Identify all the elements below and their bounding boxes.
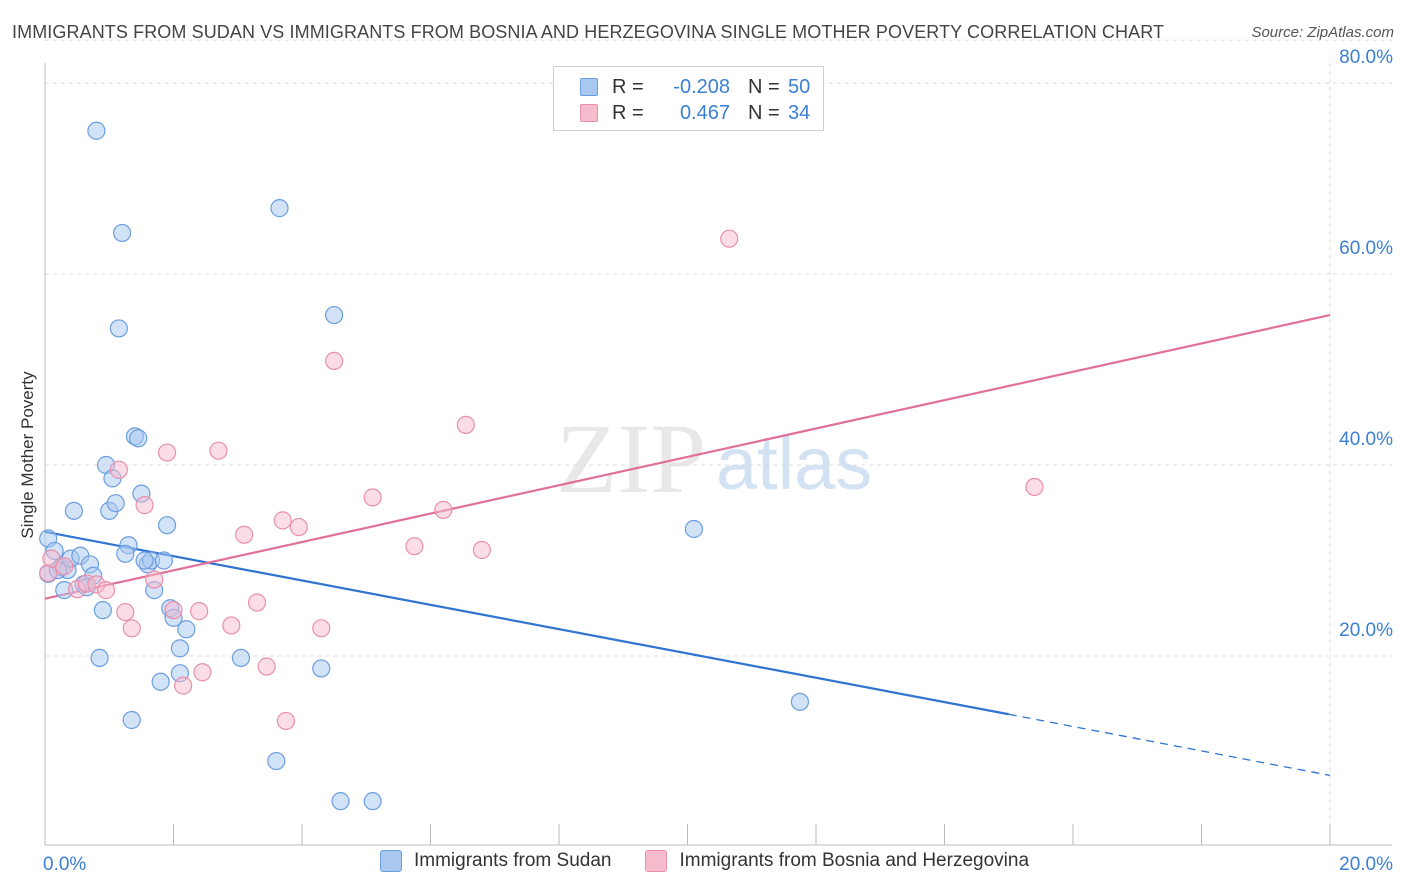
point-sudan [135,551,154,570]
series-legend-label-sudan: Immigrants from Sudan [414,850,612,871]
point-bosnia [157,443,177,462]
point-sudan [684,519,704,539]
point-sudan [325,305,344,325]
point-bosnia [363,488,382,507]
point-bosnia [276,711,296,731]
point-bosnia [434,500,453,519]
legend-r-label: R = [612,101,644,124]
point-sudan [122,710,141,730]
point-bosnia [193,663,212,682]
legend-r-value-bosnia: 0.467 [679,101,730,124]
legend-row-sudan: R = -0.208 N = 50 [580,74,810,100]
legend-n-label: N = [748,101,780,124]
data-points [39,121,1044,811]
chart-title: IMMIGRANTS FROM SUDAN VS IMMIGRANTS FROM… [12,22,1165,42]
point-sudan [106,494,125,513]
legend-n-value-bosnia: 34 [788,101,811,124]
point-bosnia [720,229,739,248]
point-sudan [129,429,148,448]
point-sudan [154,551,173,570]
x-tick-label: 20.0% [1339,854,1393,875]
watermark-atlas: atlas [716,422,872,505]
point-sudan [231,648,251,668]
point-bosnia [247,593,267,612]
series-legend: Immigrants from Sudan Immigrants from Bo… [380,850,1029,872]
point-bosnia [1025,477,1044,497]
point-sudan [270,199,289,218]
point-sudan [312,659,331,678]
trend-line-sudan-extension [1008,713,1331,777]
point-bosnia [122,619,141,638]
point-sudan [790,692,810,711]
point-bosnia [289,517,308,537]
point-bosnia [145,570,164,589]
point-bosnia [109,460,128,479]
point-sudan [151,672,170,691]
point-bosnia [222,616,241,635]
legend-swatch-sudan [580,78,598,96]
point-sudan [90,648,109,668]
source-label: Source: ZipAtlas.com [1251,24,1394,41]
tick-labels: 20.0% 40.0% 60.0% 80.0% 0.0% 20.0% [43,47,1393,875]
point-bosnia [96,581,116,600]
point-sudan [112,223,132,243]
point-bosnia [312,619,331,638]
point-bosnia [174,676,193,695]
series-legend-label-bosnia: Immigrants from Bosnia and Herzegovina [679,850,1030,871]
y-tick-label: 60.0% [1339,238,1393,259]
point-bosnia [257,657,276,676]
x-tick-label: 0.0% [43,854,86,875]
point-sudan [116,544,135,563]
y-tick-label: 80.0% [1339,47,1393,68]
y-tick-label: 40.0% [1339,429,1393,450]
legend-n-label: N = [748,75,780,98]
grid-lines [45,39,1392,845]
point-bosnia [235,525,254,544]
y-tick-label: 20.0% [1339,620,1393,641]
trend-lines [44,313,1331,777]
point-bosnia [456,415,475,434]
legend-r-value-sudan: -0.208 [673,75,730,98]
point-sudan [109,319,128,338]
point-sudan [267,751,286,771]
point-sudan [177,620,196,639]
point-bosnia [273,511,292,530]
legend-r-label: R = [612,75,644,98]
point-sudan [331,792,350,811]
point-bosnia [116,602,135,622]
point-bosnia [209,441,228,460]
point-sudan [64,501,84,520]
point-bosnia [55,557,74,576]
watermark: ZIP atlas [556,403,872,514]
trend-line-bosnia [44,313,1331,600]
point-bosnia [135,496,154,515]
legend-n-value-sudan: 50 [788,75,811,98]
point-sudan [157,516,177,535]
point-bosnia [472,540,491,560]
correlation-legend: R = -0.208 N = 50 R = 0.467 N = 34 [553,66,824,131]
axes [44,63,1392,846]
point-sudan [170,639,190,658]
point-bosnia [405,537,424,556]
y-axis-title: Single Mother Poverty [18,371,37,539]
point-bosnia [190,602,209,621]
legend-row-bosnia: R = 0.467 N = 34 [580,100,810,126]
legend-swatch-bosnia [580,104,598,122]
series-legend-swatch-sudan [380,850,402,872]
point-sudan [87,121,106,140]
point-bosnia [325,351,344,371]
point-sudan [93,601,112,620]
point-sudan [363,792,382,811]
series-legend-swatch-bosnia [645,850,668,872]
point-bosnia [164,601,183,620]
